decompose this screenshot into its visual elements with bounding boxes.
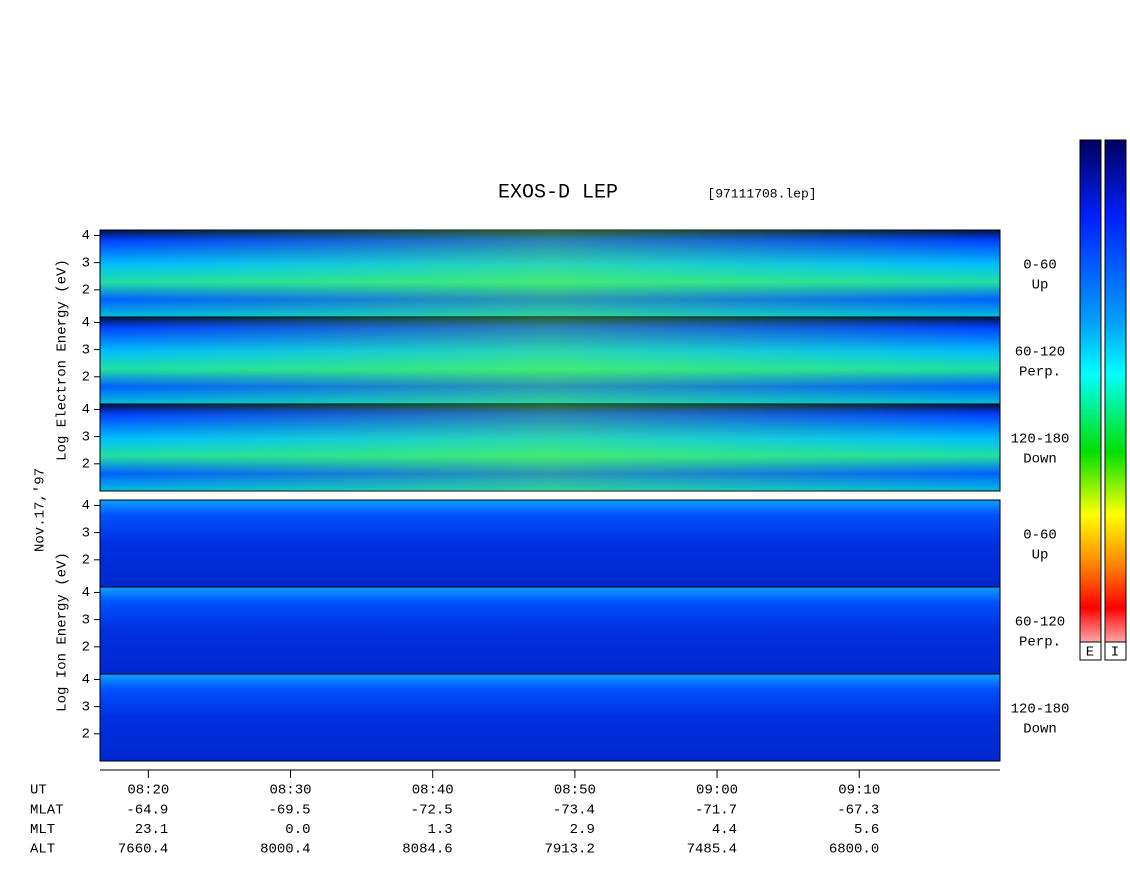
panel-range: 0-60 bbox=[1023, 258, 1057, 274]
panel-range: 60-120 bbox=[1015, 615, 1065, 631]
y-tick-label: 2 bbox=[82, 727, 90, 743]
spectrogram-panel bbox=[99, 229, 1001, 318]
spectrogram-panel bbox=[99, 586, 1001, 675]
ion-ylabel: Log Ion Energy (eV) bbox=[55, 552, 71, 712]
colorbar-box bbox=[1104, 641, 1127, 661]
panel-direction: Up bbox=[1032, 548, 1049, 564]
x-tick-label: 09:10 bbox=[838, 783, 880, 799]
row-value: 8084.6 bbox=[402, 842, 452, 858]
spectrogram-panel bbox=[99, 316, 1001, 405]
row-value: -72.5 bbox=[411, 803, 453, 819]
y-tick-label: 4 bbox=[82, 585, 90, 601]
spectrogram-panel bbox=[99, 673, 1001, 762]
electron-ylabel: Log Electron Energy (eV) bbox=[55, 259, 71, 461]
y-tick-label: 2 bbox=[82, 370, 90, 386]
panel-direction: Down bbox=[1023, 722, 1057, 738]
title: EXOS-D LEP bbox=[498, 181, 618, 204]
y-tick-label: 4 bbox=[82, 672, 90, 688]
y-tick-label: 3 bbox=[82, 255, 90, 271]
y-tick-label: 4 bbox=[82, 402, 90, 418]
x-tick-label: 08:40 bbox=[412, 783, 454, 799]
panel-direction: Perp. bbox=[1019, 635, 1061, 651]
y-tick-label: 3 bbox=[82, 342, 90, 358]
y-tick-label: 4 bbox=[82, 315, 90, 331]
row-value: 5.6 bbox=[854, 822, 879, 838]
y-tick-label: 2 bbox=[82, 640, 90, 656]
row-value: 2.9 bbox=[570, 822, 595, 838]
row-value: 7485.4 bbox=[687, 842, 737, 858]
y-tick-label: 3 bbox=[82, 525, 90, 541]
panel-direction: Perp. bbox=[1019, 365, 1061, 381]
row-value: 8000.4 bbox=[260, 842, 310, 858]
x-tick-label: 09:00 bbox=[696, 783, 738, 799]
row-value: -71.7 bbox=[695, 803, 737, 819]
y-tick-label: 2 bbox=[82, 457, 90, 473]
row-label: UT bbox=[30, 783, 47, 799]
y-tick-label: 2 bbox=[82, 283, 90, 299]
spectrogram-panel bbox=[99, 403, 1001, 492]
panel-direction: Down bbox=[1023, 452, 1057, 468]
colorbar-box bbox=[1079, 641, 1102, 661]
row-value: -64.9 bbox=[126, 803, 168, 819]
row-value: 1.3 bbox=[427, 822, 452, 838]
y-tick-label: 3 bbox=[82, 699, 90, 715]
row-value: -73.4 bbox=[553, 803, 595, 819]
row-value: -67.3 bbox=[837, 803, 879, 819]
colorbar bbox=[1079, 139, 1102, 661]
row-label: MLAT bbox=[30, 803, 64, 819]
colorbar bbox=[1104, 139, 1127, 661]
panel-range: 0-60 bbox=[1023, 528, 1057, 544]
y-tick-label: 3 bbox=[82, 612, 90, 628]
row-value: 6800.0 bbox=[829, 842, 879, 858]
row-value: 4.4 bbox=[712, 822, 737, 838]
y-tick-label: 3 bbox=[82, 429, 90, 445]
row-value: 7913.2 bbox=[544, 842, 594, 858]
y-tick-label: 2 bbox=[82, 553, 90, 569]
colorbar-label: E bbox=[1086, 645, 1094, 661]
panel-range: 120-180 bbox=[1011, 432, 1070, 448]
panel-direction: Up bbox=[1032, 278, 1049, 294]
x-tick-label: 08:20 bbox=[127, 783, 169, 799]
panel-range: 60-120 bbox=[1015, 345, 1065, 361]
x-tick-label: 08:30 bbox=[270, 783, 312, 799]
row-label: ALT bbox=[30, 842, 55, 858]
x-tick-label: 08:50 bbox=[554, 783, 596, 799]
row-value: 23.1 bbox=[135, 822, 169, 838]
colorbar-label: I bbox=[1111, 645, 1119, 661]
row-value: 0.0 bbox=[285, 822, 310, 838]
panel-range: 120-180 bbox=[1011, 702, 1070, 718]
y-tick-label: 4 bbox=[82, 498, 90, 514]
date: Nov.17,'97 bbox=[33, 468, 49, 552]
row-label: MLT bbox=[30, 822, 55, 838]
y-tick-label: 4 bbox=[82, 228, 90, 244]
row-value: 7660.4 bbox=[118, 842, 168, 858]
file-name: [97111708.lep] bbox=[707, 186, 816, 201]
row-value: -69.5 bbox=[269, 803, 311, 819]
spectrogram-panel bbox=[99, 499, 1001, 588]
